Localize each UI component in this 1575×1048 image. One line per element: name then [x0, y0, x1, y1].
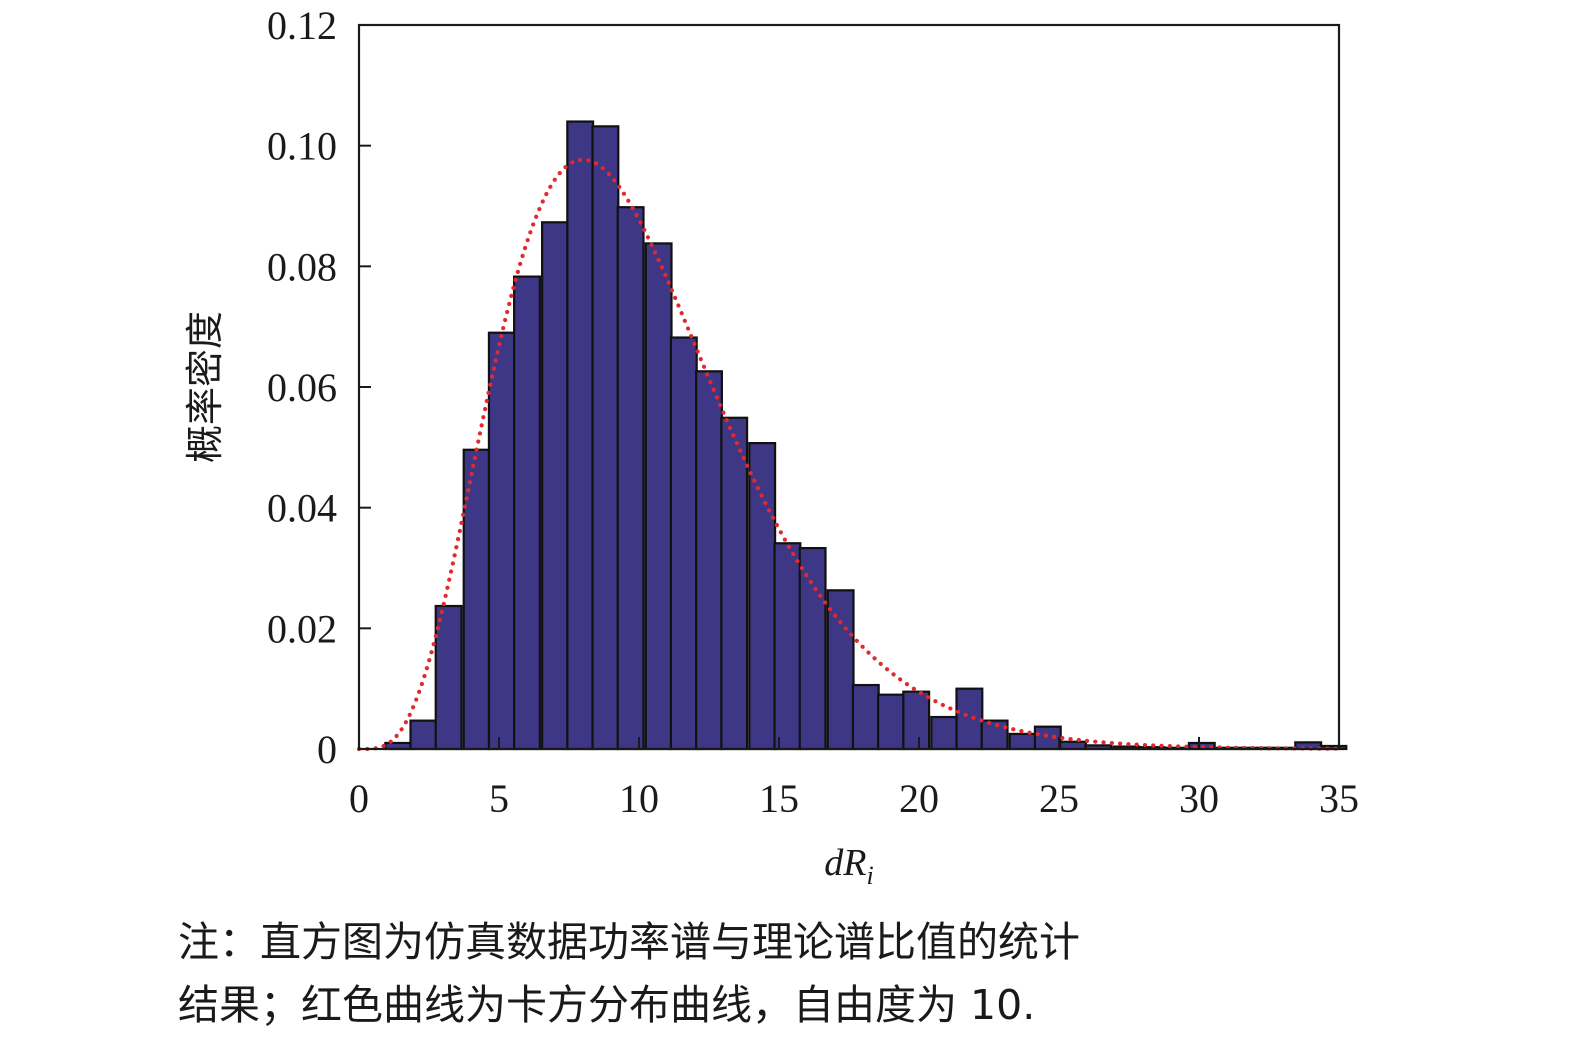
y-tick-label: 0.12: [267, 3, 337, 48]
x-axis-title: dRi: [824, 842, 873, 890]
histogram-bars: [384, 120, 1348, 751]
x-tick-label: 20: [899, 776, 939, 821]
histogram-bar-19: [851, 683, 880, 751]
histogram-bar-25: [1008, 732, 1037, 751]
y-axis-ticks: 0 0.02 0.04 0.06 0.08 0.10 0.12: [267, 3, 371, 772]
y-tick-label: 0.08: [267, 244, 337, 289]
histogram-bar-5: [487, 331, 516, 751]
histogram-bar-8: [566, 120, 595, 751]
x-tick-label: 5: [489, 776, 509, 821]
figure-note-line-1: 注：直方图为仿真数据功率谱与理论谱比值的统计: [178, 918, 1080, 966]
histogram-bar-4: [462, 448, 491, 751]
histogram-bar-10: [616, 206, 645, 751]
histogram-bar-7: [541, 221, 569, 751]
y-tick-label: 0.04: [267, 486, 337, 531]
histogram-bar-2: [409, 719, 438, 751]
y-axis-title: 概率密度: [185, 311, 227, 463]
chi-square-curve-path: [356, 157, 1342, 752]
histogram-bar-9: [591, 125, 620, 751]
chi-square-curve: [356, 157, 1342, 752]
x-tick-label: 30: [1179, 776, 1219, 821]
x-axis-title-subscript: i: [866, 861, 873, 890]
y-tick-label: 0.02: [267, 606, 337, 651]
histogram-bar-20: [877, 693, 905, 751]
histogram-bar-13: [695, 370, 723, 751]
x-tick-label: 25: [1039, 776, 1079, 821]
histogram-bar-15: [748, 442, 777, 751]
x-tick-label: 15: [759, 776, 799, 821]
y-tick-label: 0: [317, 727, 337, 772]
histogram-bar-24: [980, 719, 1009, 751]
histogram-bar-3: [434, 604, 463, 751]
x-axis-title-main: dR: [824, 842, 866, 884]
histogram-bar-21: [902, 690, 931, 751]
histogram-bar-26: [1033, 725, 1062, 751]
figure-note-line-2: 结果；红色曲线为卡方分布曲线，自由度为 10.: [178, 981, 1036, 1029]
y-tick-label: 0.06: [267, 365, 337, 410]
x-tick-label: 0: [349, 776, 369, 821]
histogram-bar-14: [720, 416, 749, 751]
x-axis-ticks: 0 5 10 15 20 25 30 35: [349, 737, 1359, 821]
x-tick-label: 35: [1319, 776, 1359, 821]
histogram-bar-6: [513, 275, 541, 751]
histogram-bar-18: [826, 589, 855, 751]
histogram-chart: 0 5 10 15 20 25 30 35 0 0.02 0.04 0.06 0.08 0.10 0.12…: [185, 3, 1359, 890]
y-tick-label: 0.10: [267, 124, 337, 169]
histogram-bar-16: [773, 542, 802, 751]
x-tick-label: 10: [619, 776, 659, 821]
histogram-bar-12: [669, 336, 698, 751]
histogram-bar-17: [798, 546, 827, 751]
histogram-bar-23: [955, 687, 984, 751]
histogram-bar-22: [930, 715, 959, 751]
histogram-bar-11: [644, 242, 673, 751]
